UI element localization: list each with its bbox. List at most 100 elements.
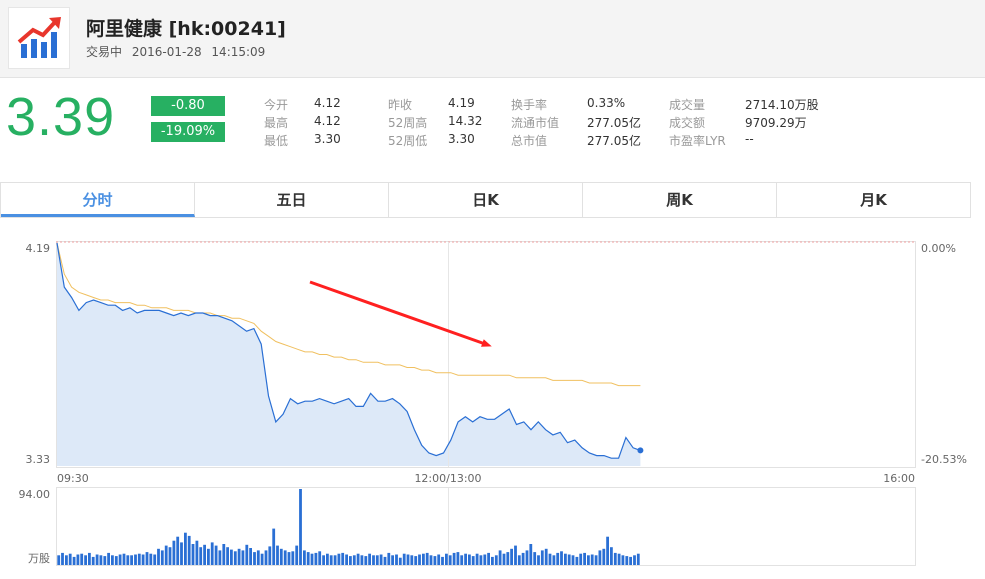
volume-bar (625, 556, 629, 565)
volume-bar (68, 553, 72, 565)
volume-bar (318, 551, 322, 565)
volume-bar (249, 548, 252, 565)
volume-bar (337, 553, 341, 565)
volume-bar (164, 545, 168, 565)
volume-bar (111, 555, 114, 565)
volume-bar (598, 550, 602, 565)
price-axis-top: 4.19 (26, 242, 51, 255)
volume-bar (107, 552, 110, 565)
tab-daily-k[interactable]: 日K (389, 183, 583, 217)
quote-date: 2016-01-28 (131, 45, 202, 59)
volume-bar (429, 555, 433, 565)
volume-plot: 94.00 万股 (19, 487, 916, 566)
volume-bar (333, 555, 337, 565)
volume-bar (195, 540, 199, 565)
volume-bar (145, 552, 149, 565)
volume-bar (525, 550, 529, 565)
average-price-line (56, 242, 641, 387)
tab-intraday[interactable]: 分时 (1, 183, 195, 217)
volume-bar (379, 554, 383, 565)
volume-bar (114, 556, 118, 565)
volume-bar (445, 553, 448, 565)
tab-five-day[interactable]: 五日 (195, 183, 389, 217)
volume-bar (241, 550, 245, 565)
volume-bar (517, 555, 521, 565)
price-line (56, 242, 641, 459)
volume-bar (199, 547, 203, 565)
tab-monthly-k[interactable]: 月K (860, 191, 887, 209)
volume-bar (606, 536, 609, 565)
volume-bar (218, 550, 222, 565)
volume-bar (283, 550, 287, 565)
volume-bar (122, 553, 126, 565)
volume-bar (157, 548, 160, 565)
percent-change-badge: -19.09% (151, 122, 225, 142)
stat-open: 今开 4.12 (264, 96, 341, 112)
time-label-close: 16:00 (883, 472, 915, 485)
volume-bar (418, 554, 421, 565)
volume-bar (306, 552, 310, 565)
tab-weekly-k[interactable]: 周K (583, 183, 777, 217)
volume-bar (80, 553, 84, 565)
volume-bar (191, 544, 195, 565)
last-price-point (637, 447, 644, 454)
stat-volume: 成交量 2714.10万股 (669, 98, 819, 112)
stat-prev-close: 昨收 4.19 (388, 96, 475, 112)
volume-bar (398, 557, 402, 565)
time-label-open: 09:30 (57, 472, 89, 485)
volume-bar (341, 552, 345, 565)
volume-bar (383, 556, 387, 565)
volume-bar (184, 532, 187, 565)
volume-bar (537, 555, 540, 565)
volume-bar (65, 555, 68, 565)
volume-bar (226, 547, 229, 565)
time-label-midday: 12:00/13:00 (414, 472, 481, 485)
volume-bar (575, 556, 579, 565)
volume-bar (314, 552, 318, 565)
volume-bar (326, 553, 329, 565)
volume-bar (303, 550, 306, 565)
volume-bar (72, 556, 76, 565)
volume-bar (256, 550, 260, 565)
volume-bar (567, 554, 571, 565)
volume-bar (203, 544, 206, 565)
volume-bar (126, 555, 130, 565)
volume-bar (84, 555, 87, 565)
volume-bar (372, 555, 375, 565)
volume-bar (237, 548, 241, 565)
volume-bar (452, 552, 456, 565)
volume-bar (222, 544, 226, 565)
volume-bar (260, 553, 264, 565)
volume-bar (352, 555, 356, 565)
rising-chart-icon-graphic (17, 17, 61, 58)
volume-bar (629, 556, 632, 565)
volume-bar (95, 554, 99, 565)
stock-header: 阿里健康 [hk:00241] 交易中 2016-01-28 14:15:09 (0, 0, 985, 78)
volume-bar (118, 554, 122, 565)
price-area (57, 243, 641, 466)
red-down-arrow (309, 280, 492, 347)
volume-bar (264, 550, 268, 565)
volume-bar (276, 545, 279, 565)
volume-bar (441, 556, 444, 565)
stat-high: 最高 4.12 (264, 114, 341, 130)
volume-bar (514, 545, 517, 565)
volume-bar (137, 553, 141, 565)
volume-bar (207, 548, 210, 565)
stat-52w-low: 52周低 3.30 (388, 132, 475, 148)
volume-bar (552, 555, 556, 565)
volume-bar (287, 552, 291, 565)
volume-bar (349, 556, 352, 565)
volume-bar (494, 555, 498, 565)
volume-bar (134, 554, 137, 565)
volume-bar (571, 555, 575, 565)
volume-bar (422, 553, 425, 565)
volume-bar (322, 555, 325, 565)
volume-bar (130, 555, 133, 565)
volume-bar (345, 554, 348, 565)
volume-bar (310, 553, 314, 565)
stock-title: 阿里健康 [hk:00241] (86, 18, 286, 40)
volume-bar (456, 552, 460, 565)
volume-bar (533, 552, 537, 565)
